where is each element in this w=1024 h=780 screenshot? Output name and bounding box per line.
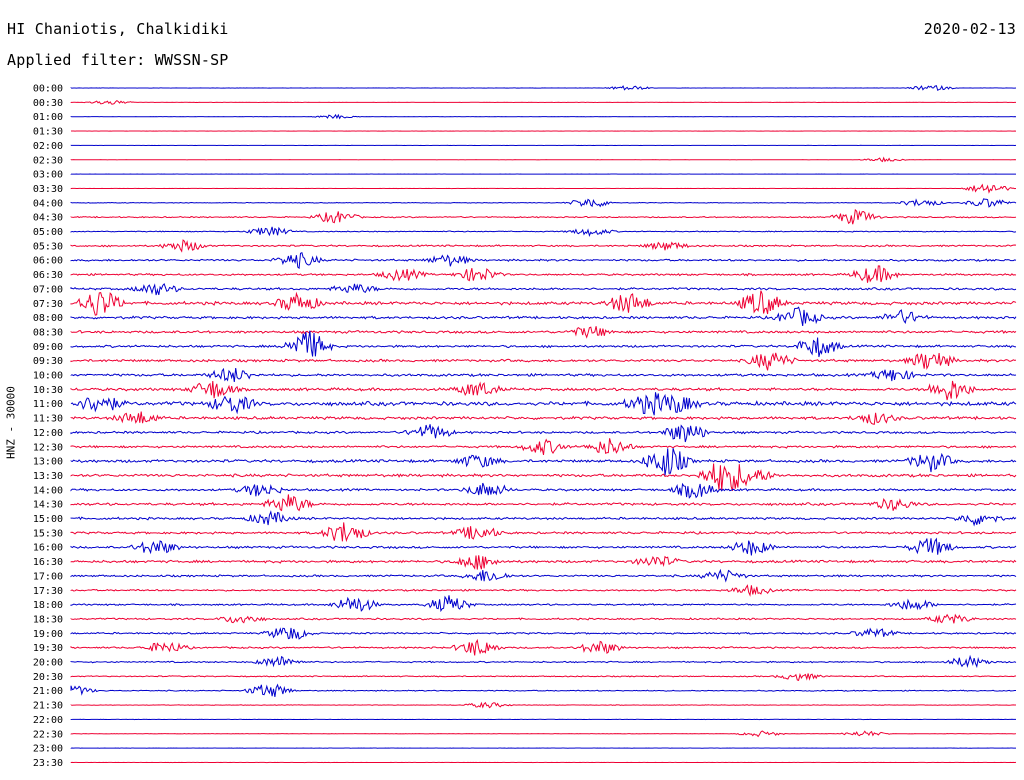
seismogram-trace	[70, 730, 1017, 738]
seismogram-trace	[70, 265, 1017, 283]
time-tick-label: 20:00	[33, 658, 63, 669]
seismogram-trace	[70, 438, 1017, 456]
time-tick-label: 15:30	[33, 528, 63, 539]
time-tick-label: 21:30	[33, 701, 63, 712]
seismogram-trace	[70, 584, 1017, 597]
seismogram-trace	[70, 352, 1017, 371]
time-tick-label: 17:00	[33, 571, 63, 582]
seismogram-trace	[70, 683, 1017, 698]
station-title: HI Chaniotis, Chalkidiki	[7, 20, 229, 38]
time-tick-label: 08:30	[33, 327, 63, 338]
time-tick-label: 07:00	[33, 284, 63, 295]
seismogram-trace	[70, 701, 1017, 709]
seismogram-trace	[70, 613, 1017, 624]
time-tick-label: 04:30	[33, 213, 63, 224]
time-tick-label: 20:30	[33, 672, 63, 683]
date-label: 2020-02-13	[923, 20, 1016, 38]
time-tick-label: 01:00	[33, 112, 63, 123]
time-tick-label: 22:00	[33, 715, 63, 726]
seismogram-trace	[70, 411, 1017, 425]
time-tick-label: 06:00	[33, 256, 63, 267]
seismogram-trace	[70, 100, 1017, 105]
seismogram-trace	[70, 326, 1017, 339]
seismogram-trace	[70, 654, 1017, 669]
time-tick-label: 09:00	[33, 342, 63, 353]
seismogram-trace	[70, 627, 1017, 640]
filter-label: Applied filter: WWSSN-SP	[7, 51, 229, 69]
seismogram-trace	[70, 183, 1017, 194]
seismogram-trace	[70, 424, 1017, 443]
seismogram-trace	[70, 448, 1017, 476]
time-tick-label: 05:00	[33, 227, 63, 238]
seismogram-trace	[70, 392, 1017, 416]
time-tick-label: 13:30	[33, 471, 63, 482]
seismogram-trace	[70, 380, 1017, 401]
time-tick-label: 13:00	[33, 457, 63, 468]
time-tick-label: 23:00	[33, 744, 63, 755]
seismogram-trace	[70, 482, 1017, 499]
time-tick-label: 16:30	[33, 557, 63, 568]
time-tick-label: 10:30	[33, 385, 63, 396]
time-tick-label: 23:30	[33, 758, 63, 769]
seismogram-trace	[70, 226, 1017, 237]
seismogram-trace	[70, 638, 1017, 656]
seismogram-trace	[70, 282, 1017, 296]
time-tick-label: 06:30	[33, 270, 63, 281]
time-tick-label: 15:00	[33, 514, 63, 525]
seismogram-trace	[70, 306, 1017, 327]
time-tick-label: 18:00	[33, 600, 63, 611]
seismogram-trace	[70, 252, 1017, 270]
time-tick-label: 11:30	[33, 414, 63, 425]
seismogram-trace	[70, 239, 1017, 253]
y-axis-label: HNZ - 30000	[4, 386, 18, 459]
seismogram-trace	[70, 555, 1017, 570]
seismogram-trace	[70, 522, 1017, 543]
time-tick-label: 02:30	[33, 155, 63, 166]
seismogram-trace	[70, 494, 1017, 512]
time-tick-label: 11:00	[33, 399, 63, 410]
time-tick-label: 14:00	[33, 485, 63, 496]
seismogram-trace	[70, 537, 1017, 556]
time-tick-label: 07:30	[33, 299, 63, 310]
seismogram-trace	[70, 672, 1017, 681]
seismogram-trace	[70, 367, 1017, 383]
time-tick-label: 19:00	[33, 629, 63, 640]
time-tick-label: 09:30	[33, 356, 63, 367]
time-tick-label: 02:00	[33, 141, 63, 152]
seismogram-trace	[70, 290, 1017, 316]
time-tick-label: 18:30	[33, 614, 63, 625]
time-tick-label: 17:30	[33, 586, 63, 597]
seismogram-trace	[70, 595, 1017, 613]
seismogram-trace	[70, 568, 1017, 583]
time-tick-label: 10:00	[33, 371, 63, 382]
time-tick-label: 05:30	[33, 241, 63, 252]
seismogram-trace	[70, 156, 1017, 163]
time-tick-label: 19:30	[33, 643, 63, 654]
time-tick-label: 01:30	[33, 127, 63, 138]
seismogram-trace	[70, 85, 1017, 92]
time-tick-label: 12:00	[33, 428, 63, 439]
seismogram-trace	[70, 510, 1017, 527]
time-tick-label: 03:00	[33, 170, 63, 181]
time-tick-label: 03:30	[33, 184, 63, 195]
time-tick-label: 08:00	[33, 313, 63, 324]
time-tick-label: 00:30	[33, 98, 63, 109]
time-tick-label: 14:30	[33, 500, 63, 511]
seismogram-trace	[70, 208, 1017, 225]
seismogram-trace	[70, 330, 1017, 358]
time-tick-label: 12:30	[33, 442, 63, 453]
time-tick-label: 21:00	[33, 686, 63, 697]
seismogram-trace	[70, 198, 1017, 208]
time-tick-label: 04:00	[33, 198, 63, 209]
time-tick-label: 22:30	[33, 729, 63, 740]
time-tick-label: 16:00	[33, 543, 63, 554]
seismogram-trace	[70, 463, 1017, 491]
time-tick-label: 00:00	[33, 84, 63, 95]
seismogram-trace	[70, 113, 1017, 120]
